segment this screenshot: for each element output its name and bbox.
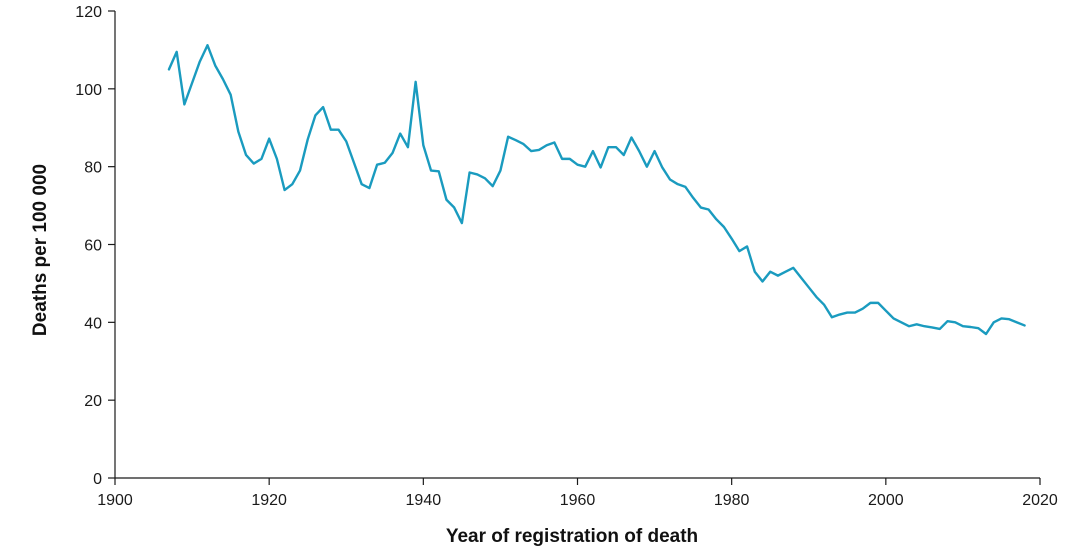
y-axis: 0 20 40 60 80 100 120 [75, 4, 116, 488]
x-tick-label: 1960 [560, 492, 596, 509]
y-axis-title: Deaths per 100 000 [30, 164, 51, 336]
y-tick-label: 80 [84, 160, 102, 177]
series-group [167, 44, 1026, 336]
y-tick-label: 100 [75, 82, 102, 99]
x-tick-label: 1900 [97, 492, 133, 509]
x-axis-title: Year of registration of death [446, 526, 698, 547]
y-tick-label: 40 [84, 315, 102, 332]
series-line [167, 44, 1026, 336]
y-tick-label: 20 [84, 393, 102, 410]
y-tick-label: 120 [75, 4, 102, 21]
x-tick-label: 2020 [1022, 492, 1058, 509]
y-tick-label: 60 [84, 238, 102, 255]
x-axis: 1900 1920 1940 1960 1980 2000 2020 [97, 477, 1058, 509]
x-tick-label: 1980 [714, 492, 750, 509]
x-tick-label: 1940 [406, 492, 442, 509]
x-tick-label: 2000 [868, 492, 904, 509]
y-tick-label: 0 [93, 471, 102, 488]
x-tick-label: 1920 [251, 492, 287, 509]
